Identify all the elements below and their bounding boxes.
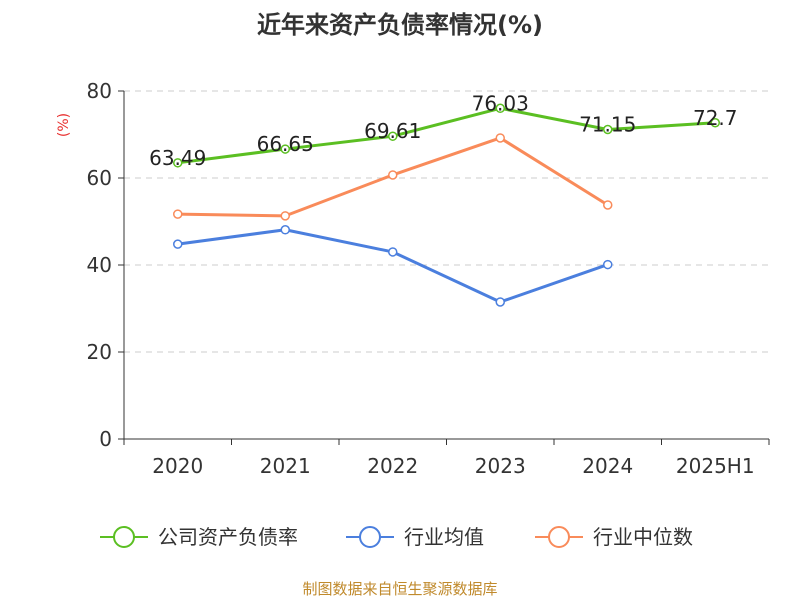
data-point xyxy=(388,131,398,141)
data-label: 71.15 xyxy=(579,112,636,136)
data-label: 63.49 xyxy=(149,146,206,170)
data-point xyxy=(495,133,505,143)
data-point xyxy=(603,124,613,135)
x-tick-label: 2024 xyxy=(582,454,633,478)
data-point xyxy=(603,200,613,210)
source-note: 制图数据来自恒生聚源数据库 xyxy=(302,580,497,598)
legend-marker-circle xyxy=(359,526,381,548)
legend-marker-circle xyxy=(113,526,135,548)
grid-lines xyxy=(124,90,769,353)
data-point xyxy=(173,239,183,249)
data-label: 69.61 xyxy=(364,119,421,143)
data-label: 76.03 xyxy=(472,91,529,115)
legend-label: 行业中位数 xyxy=(593,525,693,549)
data-point xyxy=(710,118,720,128)
axes: 0 20 40 60 80 2020 2021 2022 2023 2024 2025H1 xyxy=(87,79,770,478)
x-tick-label: 2025H1 xyxy=(676,454,755,478)
data-label: 72.7 xyxy=(693,106,738,130)
legend-label: 行业均值 xyxy=(404,525,484,549)
data-point xyxy=(495,297,505,307)
y-tick-label: 0 xyxy=(99,427,112,451)
data-point xyxy=(388,170,398,180)
x-tick-label: 2023 xyxy=(475,454,526,478)
y-tick-label: 20 xyxy=(87,340,112,364)
data-point xyxy=(173,158,183,168)
chart-title: 近年来资产负债率情况(%) xyxy=(257,11,543,39)
x-tick-label: 2020 xyxy=(152,454,203,478)
x-tick-label: 2021 xyxy=(260,454,311,478)
data-label: 66.65 xyxy=(257,132,314,156)
legend-label: 公司资产负债率 xyxy=(158,525,298,549)
y-axis-unit: (%) xyxy=(56,113,72,137)
y-tick-label: 60 xyxy=(87,166,112,190)
data-point xyxy=(173,209,183,219)
series-line xyxy=(177,106,716,165)
data-point xyxy=(603,259,613,270)
y-tick-label: 40 xyxy=(87,253,112,277)
series-layer xyxy=(173,103,720,307)
legend-marker-circle xyxy=(548,526,570,548)
data-labels: 63.49 66.65 69.61 76.03 71.15 72.7 xyxy=(149,91,737,170)
series-line xyxy=(177,228,609,304)
x-tick-label: 2022 xyxy=(367,454,418,478)
data-point xyxy=(388,247,398,257)
y-tick-label: 80 xyxy=(87,79,112,103)
data-point xyxy=(280,225,290,235)
legend: 公司资产负债率 行业均值 行业中位数 xyxy=(100,525,693,549)
data-point xyxy=(495,103,505,114)
data-point xyxy=(280,144,290,154)
data-point xyxy=(280,211,290,221)
